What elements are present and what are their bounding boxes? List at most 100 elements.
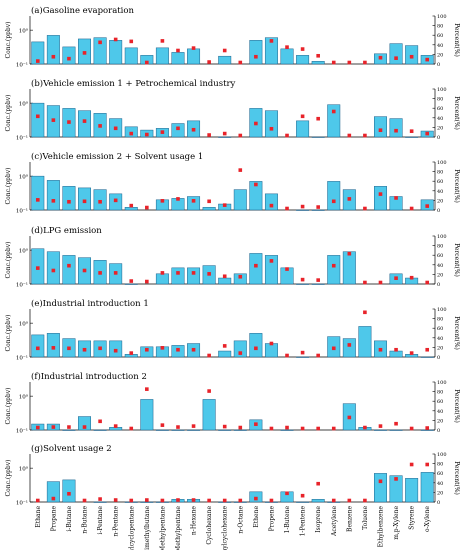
- y-axis-label: Conc.(ppbv): [5, 315, 12, 352]
- bar: [233, 273, 247, 285]
- x-tick-label: 2-Methylpentane: [159, 506, 166, 550]
- percent-marker: [191, 424, 196, 428]
- percent-marker: [51, 199, 56, 203]
- bar: [109, 40, 123, 65]
- percent-marker: [207, 199, 211, 204]
- percent-marker: [176, 197, 180, 201]
- y2-tick-label: 80: [437, 170, 443, 176]
- bar: [62, 46, 76, 65]
- percent-marker: [331, 60, 336, 65]
- percent-marker: [160, 498, 165, 503]
- percent-marker: [425, 462, 430, 467]
- y2-tick-label: 20: [437, 345, 443, 351]
- y-axis-label: Conc.(ppbv): [5, 22, 12, 59]
- y2-tick-label: 20: [437, 490, 443, 496]
- bar: [124, 47, 138, 65]
- percent-marker: [191, 127, 196, 132]
- percent-marker: [300, 426, 305, 431]
- percent-marker: [191, 498, 196, 502]
- percent-marker: [98, 419, 102, 424]
- y2-tick-label: 60: [437, 106, 443, 112]
- percent-marker: [285, 133, 289, 138]
- y-tick-label: 10⁰: [19, 174, 29, 181]
- percent-marker: [347, 60, 352, 65]
- y2-tick-label: 100: [437, 87, 447, 93]
- panel-0: (a)Gasoline evaporation 10⁻¹ 10⁰ Conc.(ppbv…: [5, 5, 460, 69]
- y2-tick-label: 40: [437, 263, 443, 269]
- y2-tick-label: 100: [437, 452, 447, 458]
- percent-marker: [269, 39, 274, 43]
- x-tick-label: n-Octane: [237, 506, 244, 534]
- percent-marker: [67, 263, 71, 268]
- panel-title: (b)Vehicle emission 1 + Petrochemical in…: [31, 78, 236, 89]
- y2-tick-label: 0: [437, 282, 440, 288]
- bar: [46, 481, 60, 503]
- x-tick-label: 2,3-Dimethylbutane: [144, 506, 151, 550]
- percent-marker: [316, 426, 320, 431]
- x-tick-label: Ethane: [35, 506, 42, 528]
- percent-marker: [67, 199, 71, 204]
- bar: [187, 267, 201, 285]
- y2-tick-label: 20: [437, 198, 443, 204]
- bar: [155, 429, 169, 431]
- bar: [187, 196, 201, 211]
- percent-marker: [207, 353, 211, 358]
- percent-marker: [378, 424, 383, 428]
- bar: [62, 186, 76, 211]
- percent-marker: [222, 498, 227, 503]
- y2-axis-label: Percent(%): [453, 389, 460, 423]
- bar: [249, 333, 263, 358]
- bar: [420, 472, 434, 503]
- percent-marker: [347, 197, 352, 201]
- percent-marker: [300, 277, 305, 282]
- bar: [389, 118, 403, 138]
- bar: [46, 180, 60, 211]
- x-tick-label: Styrene: [409, 506, 416, 530]
- y2-tick-label: 0: [437, 355, 440, 361]
- bar: [140, 501, 154, 503]
- percent-marker: [409, 462, 414, 467]
- percent-marker: [222, 344, 227, 348]
- bar: [233, 340, 247, 358]
- x-tick-label: Isoprene: [315, 506, 322, 533]
- percent-marker: [145, 60, 149, 65]
- percent-marker: [331, 498, 336, 503]
- y-tick-label: 10⁰: [19, 101, 29, 108]
- y-tick-label: 10⁰: [19, 28, 29, 35]
- y2-tick-label: 40: [437, 481, 443, 487]
- percent-marker: [113, 271, 118, 275]
- x-tick-label: Methylcyclohexane: [222, 506, 229, 550]
- percent-marker: [363, 280, 367, 285]
- bar: [327, 255, 341, 285]
- bar: [280, 429, 294, 431]
- percent-marker: [145, 347, 149, 352]
- percent-marker: [98, 497, 102, 501]
- bar: [218, 277, 232, 285]
- y2-tick-label: 20: [437, 52, 443, 58]
- percent-marker: [394, 276, 398, 280]
- percent-marker: [145, 498, 149, 502]
- percent-marker: [67, 120, 71, 124]
- percent-marker: [300, 47, 305, 51]
- percent-marker: [425, 131, 430, 136]
- percent-marker: [207, 133, 211, 137]
- percent-marker: [316, 481, 320, 486]
- y2-tick-label: 40: [437, 409, 443, 415]
- percent-marker: [82, 268, 87, 273]
- panel-title: (e)Industrial introduction 1: [31, 298, 149, 309]
- percent-marker: [82, 425, 87, 429]
- y2-tick-label: 40: [437, 43, 443, 49]
- bar: [311, 499, 325, 503]
- y2-tick-label: 80: [437, 390, 443, 396]
- x-tick-label: 1-Pentene: [300, 506, 307, 537]
- y2-tick-label: 0: [437, 208, 440, 214]
- percent-marker: [363, 133, 367, 138]
- y-axis-label: Conc.(ppbv): [5, 460, 12, 497]
- percent-marker: [269, 498, 274, 503]
- percent-marker: [113, 198, 118, 203]
- bar: [171, 429, 185, 431]
- percent-marker: [285, 45, 289, 49]
- percent-marker: [98, 199, 102, 204]
- percent-marker: [254, 182, 258, 187]
